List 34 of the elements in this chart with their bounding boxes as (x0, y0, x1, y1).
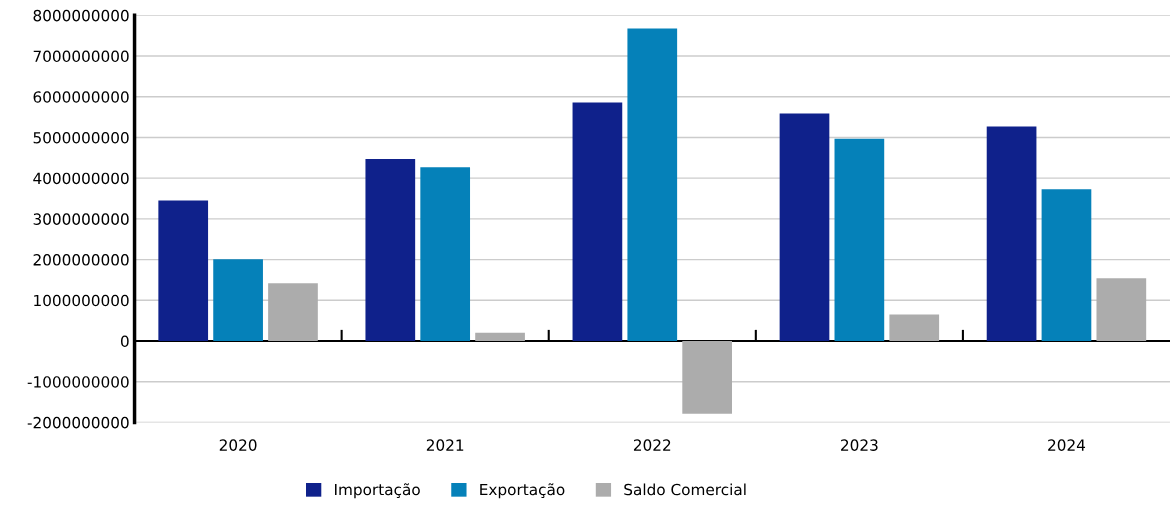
bar (475, 332, 525, 341)
y-tick-label: 5000000000 (33, 131, 129, 144)
bar (365, 159, 416, 341)
bar (158, 200, 209, 341)
y-tick-label: 4000000000 (33, 172, 129, 185)
y-tick-label: -1000000000 (27, 376, 129, 388)
y-tick-label: 8000000000 (33, 9, 129, 22)
bar (834, 138, 885, 341)
y-tick-label: 3000000000 (33, 213, 129, 225)
y-tick-label: 7000000000 (33, 50, 129, 63)
x-tick-label: 2020 (219, 439, 257, 451)
bar (889, 314, 940, 341)
bar (572, 102, 623, 341)
bar (213, 259, 263, 341)
bar (268, 283, 318, 341)
x-tick-label: 2022 (633, 439, 671, 451)
legend-label: Saldo Comercial (624, 483, 746, 496)
bar (1041, 189, 1092, 341)
y-tick-label: 1000000000 (34, 294, 129, 307)
bar (627, 28, 678, 341)
x-tick-label: 2024 (1048, 439, 1086, 451)
y-tick-label: -2000000000 (27, 416, 129, 429)
bar (682, 340, 732, 414)
y-tick-label: 2000000000 (33, 254, 129, 266)
y-tick-label: 6000000000 (33, 91, 129, 103)
legend-label: Importação (335, 483, 420, 499)
legend-label: Exportação (480, 483, 565, 499)
bar (420, 167, 471, 341)
y-tick-label: 0 (120, 335, 129, 348)
bar (986, 126, 1037, 341)
x-tick-label: 2023 (841, 439, 878, 451)
bar (779, 113, 830, 341)
x-tick-label: 2021 (426, 439, 464, 451)
bar (1096, 278, 1147, 341)
